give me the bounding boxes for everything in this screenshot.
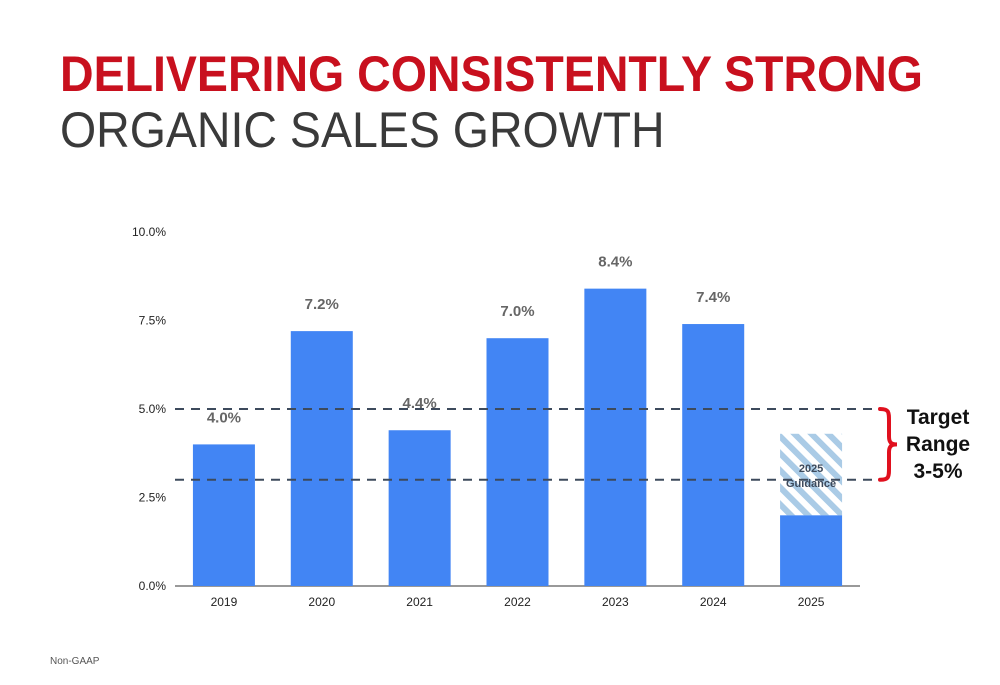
target-range-label: 3-5%	[913, 460, 962, 483]
bar-2022	[486, 338, 549, 586]
guidance-hatched-bar	[780, 433, 843, 516]
data-label-2024: 7.4%	[696, 289, 730, 306]
bar-2019	[192, 444, 255, 586]
bar-2020	[290, 331, 353, 586]
x-tick-label: 2025	[798, 595, 825, 609]
page-title: DELIVERING CONSISTENTLY STRONG	[60, 46, 923, 102]
x-tick-label: 2020	[308, 595, 335, 609]
guidance-label-year: 2025	[799, 463, 823, 475]
target-range-label: Target	[907, 406, 970, 429]
data-label-2022: 7.0%	[500, 303, 534, 320]
y-tick-label: 7.5%	[139, 314, 167, 328]
guidance-label-text: Guidance	[786, 478, 836, 490]
x-tick-label: 2022	[504, 595, 531, 609]
y-tick-label: 10.0%	[132, 225, 166, 239]
bar-2025	[780, 515, 843, 586]
y-tick-label: 2.5%	[139, 491, 167, 505]
x-tick-label: 2024	[700, 595, 727, 609]
target-range-brace	[878, 407, 898, 482]
data-label-2021: 4.4%	[403, 395, 437, 412]
x-tick-label: 2023	[602, 595, 629, 609]
y-tick-label: 5.0%	[139, 402, 167, 416]
bar-2023	[584, 288, 647, 586]
x-tick-label: 2019	[211, 595, 238, 609]
data-label-2023: 8.4%	[598, 254, 632, 271]
target-range-label: Range	[906, 433, 970, 456]
x-tick-label: 2021	[406, 595, 433, 609]
page-subtitle: ORGANIC SALES GROWTH	[60, 102, 665, 158]
data-label-2020: 7.2%	[305, 296, 339, 313]
bar-2024	[682, 324, 745, 586]
footnote: Non-GAAP	[50, 656, 100, 667]
data-label-2019: 4.0%	[207, 409, 241, 426]
y-tick-label: 0.0%	[139, 579, 167, 593]
bar-2021	[388, 430, 451, 586]
